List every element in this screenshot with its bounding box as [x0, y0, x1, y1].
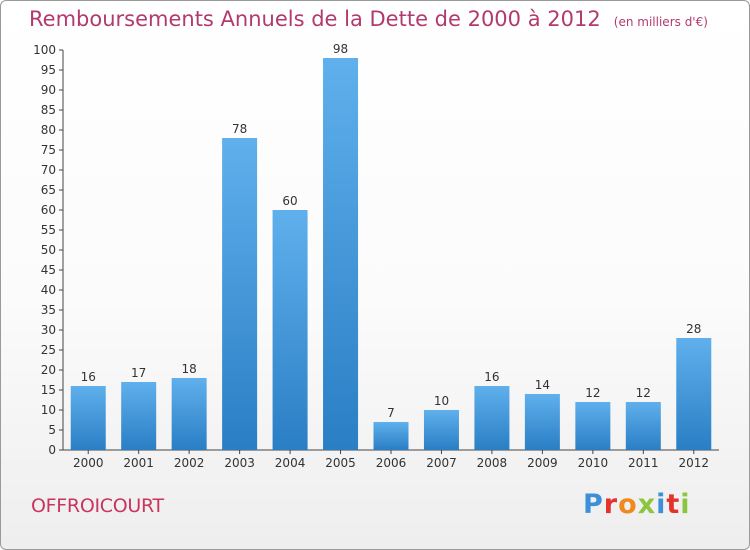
- proxiti-logo: Proxiti: [583, 489, 691, 520]
- x-tick-label: 2012: [678, 456, 709, 470]
- y-tick-label: 85: [41, 103, 56, 117]
- bar-value-label: 12: [636, 386, 651, 400]
- y-tick-label: 70: [41, 163, 56, 177]
- x-tick-label: 2008: [477, 456, 508, 470]
- title-row: Remboursements Annuels de la Dette de 20…: [29, 7, 708, 31]
- bar-2005: [323, 58, 359, 450]
- y-tick-label: 20: [41, 363, 56, 377]
- bar-value-label: 10: [434, 394, 449, 408]
- logo-letter: i: [656, 489, 667, 520]
- y-tick-label: 35: [41, 303, 56, 317]
- bar-2003: [222, 138, 258, 450]
- bar-2008: [474, 386, 510, 450]
- bar-2010: [575, 402, 611, 450]
- bar-2001: [121, 382, 157, 450]
- chart-subtitle: (en milliers d'€): [613, 15, 708, 29]
- x-tick-label: 2006: [376, 456, 407, 470]
- x-tick-label: 2004: [275, 456, 306, 470]
- bar-2012: [676, 338, 712, 450]
- bar-2000: [70, 386, 106, 450]
- bar-2011: [625, 402, 661, 450]
- x-tick-label: 2010: [578, 456, 609, 470]
- bar-value-label: 16: [484, 370, 499, 384]
- y-tick-label: 60: [41, 203, 56, 217]
- y-tick-label: 5: [48, 423, 56, 437]
- y-tick-label: 10: [41, 403, 56, 417]
- x-tick-label: 2009: [527, 456, 558, 470]
- bar-value-label: 18: [182, 362, 197, 376]
- y-tick-label: 90: [41, 83, 56, 97]
- bar-2006: [373, 422, 409, 450]
- logo-letter: i: [680, 489, 691, 520]
- bar-value-label: 60: [282, 194, 297, 208]
- y-tick-label: 25: [41, 343, 56, 357]
- chart-title: Remboursements Annuels de la Dette de 20…: [29, 7, 601, 31]
- logo-letter: r: [603, 489, 619, 520]
- logo-letter: x: [637, 489, 657, 520]
- bar-2004: [272, 210, 308, 450]
- bar-value-label: 14: [535, 378, 550, 392]
- bar-value-label: 28: [686, 322, 701, 336]
- x-tick-label: 2002: [174, 456, 205, 470]
- logo-letter: t: [666, 489, 681, 520]
- y-tick-label: 95: [41, 63, 56, 77]
- bar-value-label: 7: [387, 406, 395, 420]
- bar-2009: [524, 394, 560, 450]
- town-name: OFFROICOURT: [31, 495, 164, 517]
- y-tick-label: 45: [41, 263, 56, 277]
- y-tick-label: 65: [41, 183, 56, 197]
- y-tick-label: 75: [41, 143, 56, 157]
- y-tick-label: 0: [48, 443, 56, 457]
- x-tick-label: 2000: [73, 456, 104, 470]
- bar-2002: [171, 378, 207, 450]
- bar-value-label: 12: [585, 386, 600, 400]
- y-tick-label: 55: [41, 223, 56, 237]
- x-tick-label: 2003: [224, 456, 255, 470]
- y-tick-label: 15: [41, 383, 56, 397]
- logo-letter: P: [583, 489, 604, 520]
- bar-value-label: 16: [81, 370, 96, 384]
- x-tick-label: 2011: [628, 456, 659, 470]
- logo-letter: o: [618, 489, 638, 520]
- y-tick-label: 80: [41, 123, 56, 137]
- y-tick-label: 40: [41, 283, 56, 297]
- y-tick-label: 100: [33, 43, 56, 57]
- bar-value-label: 98: [333, 42, 348, 56]
- x-tick-label: 2007: [426, 456, 457, 470]
- x-tick-label: 2001: [123, 456, 154, 470]
- bar-2007: [423, 410, 459, 450]
- y-tick-label: 50: [41, 243, 56, 257]
- bar-value-label: 17: [131, 366, 146, 380]
- bar-value-label: 78: [232, 122, 247, 136]
- x-tick-label: 2005: [325, 456, 356, 470]
- y-tick-label: 30: [41, 323, 56, 337]
